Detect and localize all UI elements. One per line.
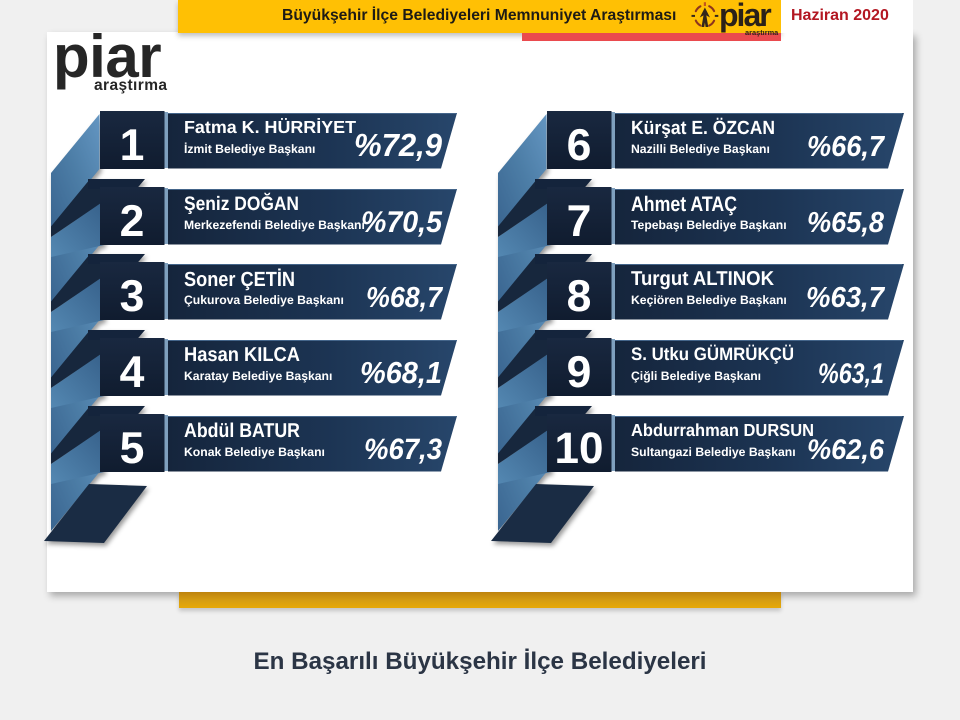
svg-text:3: 3	[120, 272, 145, 321]
svg-text:Kürşat E. ÖZCAN: Kürşat E. ÖZCAN	[631, 117, 775, 139]
svg-text:%63,1: %63,1	[818, 358, 884, 390]
svg-text:Tepebaşı Belediye Başkanı: Tepebaşı Belediye Başkanı	[631, 218, 787, 232]
svg-text:Sultangazi Belediye Başkanı: Sultangazi Belediye Başkanı	[631, 445, 796, 459]
svg-text:%70,5: %70,5	[361, 206, 443, 239]
svg-text:5: 5	[120, 424, 145, 473]
svg-text:Çiğli Belediye Başkanı: Çiğli Belediye Başkanı	[631, 369, 761, 383]
svg-text:Karatay Belediye Başkanı: Karatay Belediye Başkanı	[184, 369, 332, 383]
svg-text:4: 4	[120, 348, 145, 397]
svg-text:Hasan KILCA: Hasan KILCA	[184, 344, 300, 366]
svg-text:Çukurova Belediye Başkanı: Çukurova Belediye Başkanı	[184, 293, 344, 307]
svg-text:1: 1	[120, 121, 145, 170]
svg-text:%63,7: %63,7	[806, 282, 886, 314]
svg-text:Şeniz DOĞAN: Şeniz DOĞAN	[184, 192, 299, 215]
svg-text:%65,8: %65,8	[807, 207, 885, 239]
svg-text:%62,6: %62,6	[807, 434, 884, 466]
svg-text:Abdül BATUR: Abdül BATUR	[184, 420, 300, 442]
svg-text:%72,9: %72,9	[354, 127, 442, 163]
svg-text:%67,3: %67,3	[364, 433, 443, 466]
svg-text:%68,7: %68,7	[366, 282, 444, 314]
svg-text:6: 6	[567, 121, 592, 170]
svg-text:10: 10	[555, 424, 604, 473]
svg-text:Merkezefendi Belediye Başkanı: Merkezefendi Belediye Başkanı	[184, 218, 365, 232]
svg-text:Keçiören Belediye Başkanı: Keçiören Belediye Başkanı	[631, 293, 787, 307]
svg-text:İzmit Belediye Başkanı: İzmit Belediye Başkanı	[184, 142, 315, 156]
svg-text:Konak Belediye Başkanı: Konak Belediye Başkanı	[184, 445, 325, 459]
svg-text:Soner ÇETİN: Soner ÇETİN	[184, 268, 295, 291]
svg-text:9: 9	[567, 348, 592, 397]
svg-text:S. Utku GÜMRÜKÇÜ: S. Utku GÜMRÜKÇÜ	[631, 344, 794, 364]
svg-text:Turgut ALTINOK: Turgut ALTINOK	[631, 268, 775, 290]
svg-text:Abdurrahman DURSUN: Abdurrahman DURSUN	[631, 420, 814, 440]
svg-text:Fatma K. HÜRRİYET: Fatma K. HÜRRİYET	[184, 117, 356, 137]
svg-text:8: 8	[567, 272, 592, 321]
svg-text:Ahmet ATAÇ: Ahmet ATAÇ	[631, 193, 737, 216]
svg-text:7: 7	[567, 197, 592, 246]
svg-text:%68,1: %68,1	[360, 356, 442, 390]
svg-text:2: 2	[120, 197, 145, 246]
svg-text:%66,7: %66,7	[807, 131, 886, 163]
svg-text:Nazilli Belediye Başkanı: Nazilli Belediye Başkanı	[631, 142, 770, 156]
